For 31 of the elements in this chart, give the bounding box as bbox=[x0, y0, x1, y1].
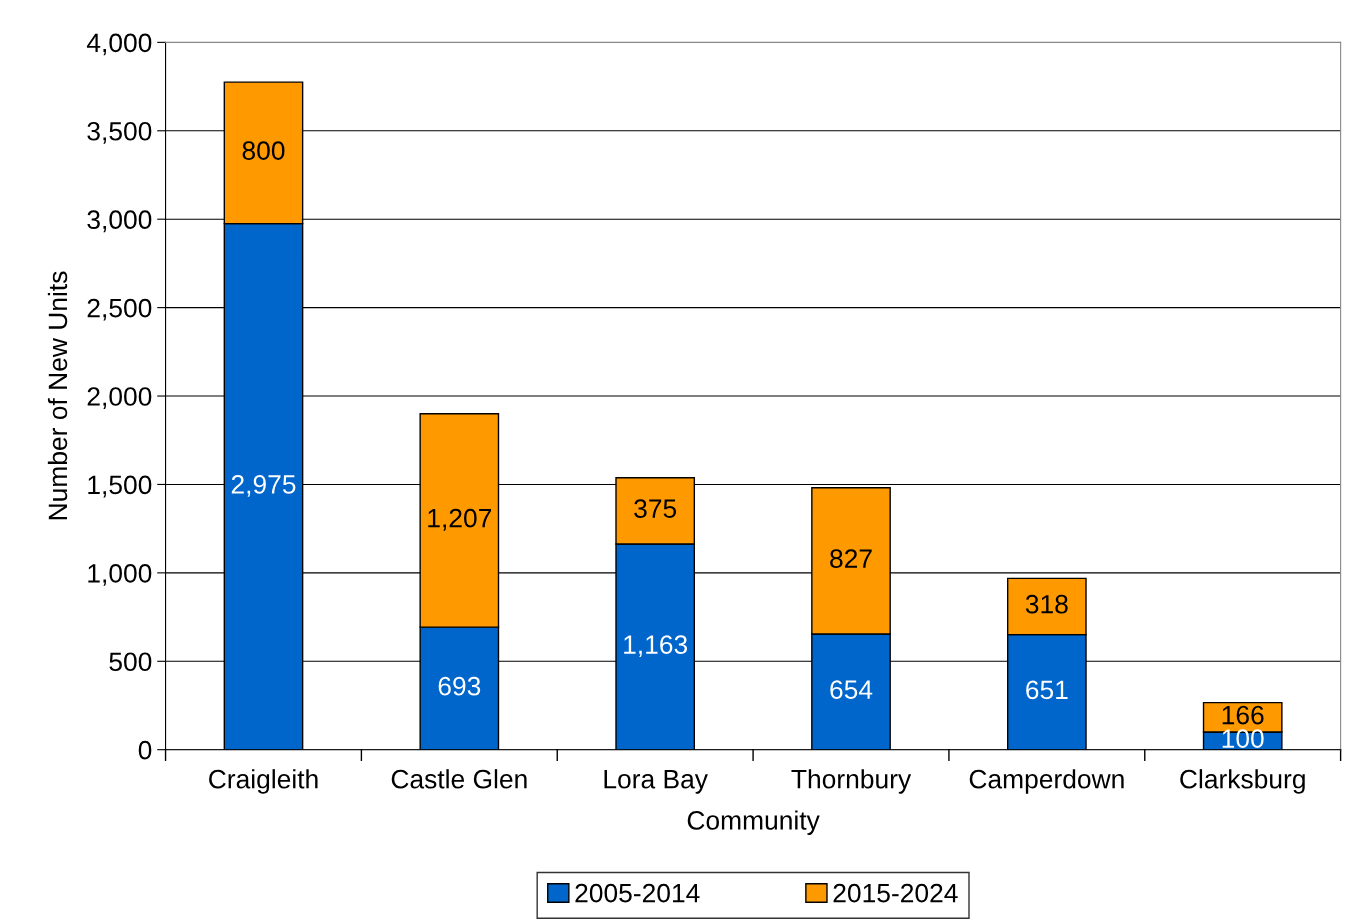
y-tick-label: 4,000 bbox=[86, 33, 152, 56]
y-axis-title: Number of New Units bbox=[47, 271, 68, 520]
data-label: 100 bbox=[1222, 729, 1264, 748]
legend-label: 2005-2014 bbox=[575, 883, 700, 903]
y-tick-label: 1,500 bbox=[88, 475, 152, 498]
data-label: 375 bbox=[634, 499, 677, 518]
data-label: 693 bbox=[438, 676, 481, 696]
y-tick-label: 0 bbox=[138, 740, 152, 760]
data-label: 800 bbox=[242, 141, 285, 160]
y-tick-label: 1,000 bbox=[88, 564, 152, 586]
data-label: 166 bbox=[1222, 705, 1264, 725]
x-axis-title: Community bbox=[687, 810, 820, 835]
y-tick-label: 3,500 bbox=[87, 121, 152, 144]
x-tick-label: Craigleith bbox=[209, 769, 318, 794]
x-tick-label: Clarksburg bbox=[1180, 769, 1305, 794]
data-label: 827 bbox=[830, 549, 872, 569]
y-tick-label: 2,000 bbox=[87, 387, 152, 409]
data-label: 654 bbox=[830, 680, 873, 699]
data-label: 318 bbox=[1025, 594, 1068, 614]
x-tick-label: Lora Bay bbox=[604, 770, 708, 794]
legend-label: 2015-2024 bbox=[833, 883, 958, 903]
x-tick-label: Camperdown bbox=[969, 769, 1124, 794]
x-tick-label: Castle Glen bbox=[391, 769, 527, 789]
data-label: 651 bbox=[1026, 680, 1068, 700]
data-label: 1,163 bbox=[624, 635, 688, 658]
y-tick-label: 2,500 bbox=[87, 298, 152, 321]
data-label: 1,207 bbox=[428, 508, 492, 531]
y-tick-label: 500 bbox=[109, 652, 152, 672]
y-tick-label: 3,000 bbox=[87, 210, 152, 233]
data-label: 2,975 bbox=[231, 475, 296, 497]
x-tick-label: Thornbury bbox=[791, 769, 912, 794]
